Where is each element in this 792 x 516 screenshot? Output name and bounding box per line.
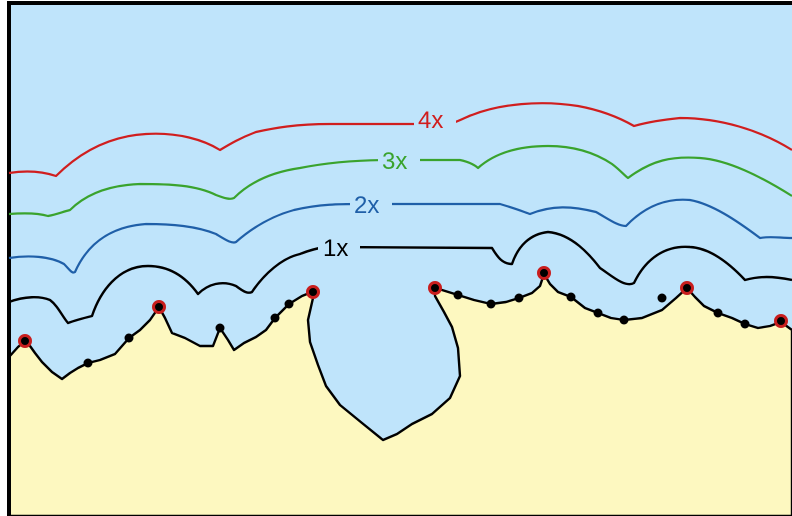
contour-2x-label-halo xyxy=(350,191,392,217)
land-area xyxy=(7,272,792,516)
black-marker xyxy=(740,319,750,329)
black-marker xyxy=(284,299,294,309)
black-marker xyxy=(657,293,667,303)
contour-1x-label: 1x xyxy=(323,235,348,262)
black-marker xyxy=(566,292,576,302)
black-marker xyxy=(124,333,134,343)
red-marker xyxy=(774,314,788,328)
red-marker xyxy=(680,281,694,295)
red-marker xyxy=(18,334,32,348)
red-marker xyxy=(306,285,320,299)
red-marker xyxy=(428,281,442,295)
contour-2x-label: 2x xyxy=(354,192,379,219)
contour-2x-line xyxy=(8,198,792,274)
contour-4x-label-halo xyxy=(414,106,456,132)
red-marker-group xyxy=(18,266,788,348)
black-marker xyxy=(83,358,93,368)
black-marker xyxy=(593,308,603,318)
contour-1x-label-halo xyxy=(318,234,360,260)
black-marker xyxy=(619,315,629,325)
contour-4x-label: 4x xyxy=(418,107,443,134)
contour-3x-line xyxy=(8,144,792,218)
black-marker xyxy=(713,308,723,318)
red-marker xyxy=(537,266,551,280)
black-marker xyxy=(514,293,524,303)
black-marker xyxy=(486,299,496,309)
black-marker-group xyxy=(83,290,750,368)
contour-1x-line xyxy=(8,230,792,325)
red-marker xyxy=(152,300,166,314)
frame-border xyxy=(7,1,792,516)
contour-3x-label-halo xyxy=(378,147,420,173)
black-marker xyxy=(215,323,225,333)
contour-3x-label: 3x xyxy=(382,148,407,175)
black-marker xyxy=(270,313,280,323)
black-marker xyxy=(453,290,463,300)
